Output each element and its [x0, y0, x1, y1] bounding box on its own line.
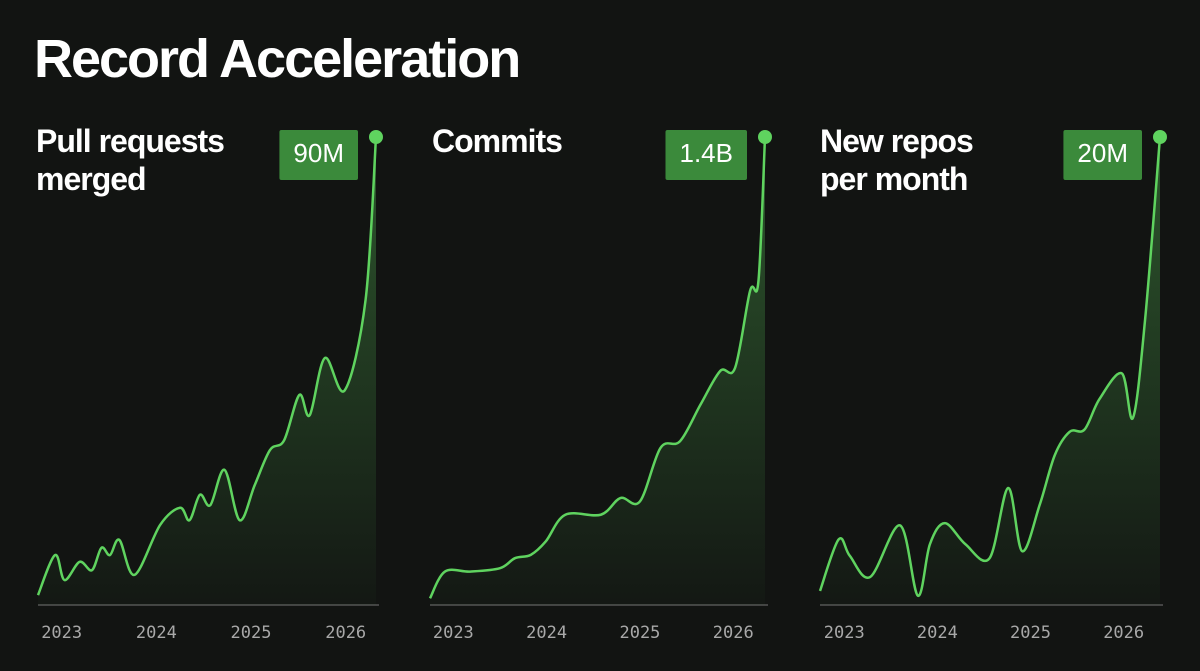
- x-tick-label: 2024: [136, 623, 177, 643]
- line: [428, 136, 767, 599]
- area: [430, 137, 765, 605]
- x-tick-label: 2026: [1103, 623, 1144, 643]
- value-label: 90M: [293, 138, 344, 168]
- value-label-box: [1063, 130, 1142, 180]
- area: [38, 137, 376, 605]
- x-tick-label: 2025: [619, 623, 660, 643]
- line: [36, 136, 378, 596]
- value-label: 1.4B: [680, 138, 734, 168]
- end-dot: [758, 130, 772, 144]
- x-tick-label: 2025: [231, 623, 272, 643]
- value-label-box: [665, 130, 747, 180]
- end-dot: [369, 130, 383, 144]
- end-dot: [1153, 130, 1167, 144]
- area: [820, 137, 1160, 605]
- chart-title: New repos per month: [820, 123, 974, 197]
- x-tick-label: 2025: [1010, 623, 1051, 643]
- x-tick-label: 2024: [526, 623, 567, 643]
- x-tick-label: 2023: [824, 623, 865, 643]
- x-tick-label: 2026: [325, 623, 366, 643]
- value-label: 20M: [1077, 138, 1128, 168]
- x-tick-label: 2023: [433, 623, 474, 643]
- x-tick-label: 2023: [41, 623, 82, 643]
- main-title: Record Acceleration: [34, 29, 521, 89]
- line: [818, 136, 1162, 597]
- chart-title: Pull requests merged: [36, 123, 225, 197]
- x-tick-label: 2026: [713, 623, 754, 643]
- x-tick-label: 2024: [917, 623, 958, 643]
- value-label-box: [279, 130, 358, 180]
- chart-title: Commits: [432, 123, 563, 159]
